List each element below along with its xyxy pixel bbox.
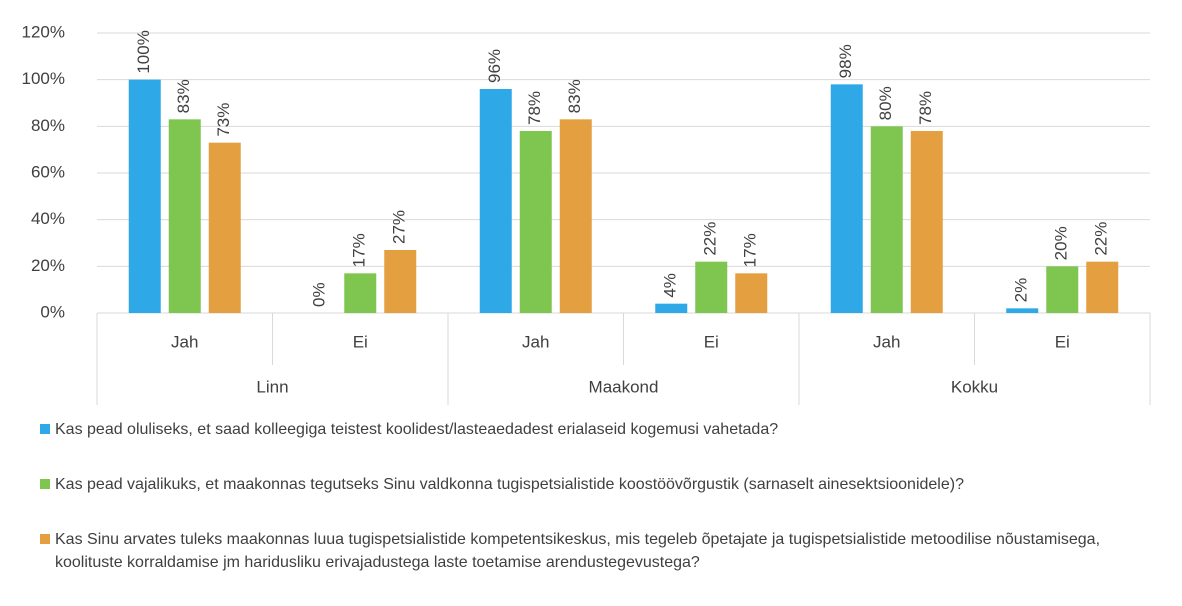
x-tick-label: Ei (1055, 332, 1070, 351)
bar (344, 273, 377, 313)
legend-swatch (40, 534, 50, 544)
page: {"chart_data": {"type": "bar", "categori… (21, 22, 1151, 571)
bar (168, 119, 201, 313)
bar (830, 84, 863, 313)
legend: Kas pead oluliseks, et saad kolleegiga t… (40, 418, 1160, 606)
x-tick-label: Jah (522, 332, 549, 351)
bar (1046, 266, 1079, 313)
data-label: 96% (485, 49, 504, 83)
data-label: 78% (525, 91, 544, 125)
data-label: 73% (214, 103, 233, 137)
data-label: 22% (701, 222, 720, 256)
y-tick-label: 60% (31, 162, 65, 181)
data-label: 83% (174, 79, 193, 113)
bar (208, 142, 241, 313)
y-tick-label: 120% (22, 22, 65, 41)
bar (1006, 308, 1039, 313)
data-label: 17% (350, 233, 369, 267)
data-label: 100% (134, 30, 153, 73)
bar (128, 79, 161, 314)
group-label: Maakond (589, 377, 659, 396)
bar (384, 250, 417, 313)
bar (695, 261, 728, 313)
data-label: 27% (390, 210, 409, 244)
data-label: 80% (876, 86, 895, 120)
legend-item: Kas pead oluliseks, et saad kolleegiga t… (40, 418, 1160, 441)
bar (870, 126, 903, 313)
x-tick-label: Ei (704, 332, 719, 351)
legend-label: Kas Sinu arvates tuleks maakonnas luua t… (55, 531, 1101, 571)
data-label: 0% (310, 282, 329, 307)
y-tick-label: 0% (40, 302, 65, 321)
y-tick-label: 40% (31, 209, 65, 228)
data-label: 20% (1052, 226, 1071, 260)
data-label: 83% (565, 79, 584, 113)
data-label: 2% (1012, 278, 1031, 303)
legend-label: Kas pead oluliseks, et saad kolleegiga t… (55, 421, 779, 438)
legend-label: Kas pead vajalikuks, et maakonnas teguts… (55, 476, 964, 493)
legend-item: Kas pead vajalikuks, et maakonnas teguts… (40, 473, 1160, 496)
legend-item: Kas Sinu arvates tuleks maakonnas luua t… (40, 528, 1160, 574)
legend-swatch (40, 479, 50, 489)
bar (655, 303, 688, 313)
data-label: 98% (836, 44, 855, 78)
bar (559, 119, 592, 313)
group-label: Linn (256, 377, 288, 396)
x-tick-label: Jah (873, 332, 900, 351)
x-tick-label: Jah (171, 332, 198, 351)
y-tick-label: 80% (31, 116, 65, 135)
bar (519, 131, 552, 313)
data-label: 78% (916, 91, 935, 125)
x-tick-label: Ei (353, 332, 368, 351)
bar (910, 131, 943, 313)
data-label: 17% (741, 233, 760, 267)
bar (479, 89, 512, 313)
data-label: 4% (661, 273, 680, 298)
group-label: Kokku (951, 377, 998, 396)
chart: 0% 20% 40% 60% 80% 100% 120% Jah Ei Jah Ei Jah Ei Lin… (22, 22, 1151, 405)
bar (735, 273, 768, 313)
y-tick-label: 20% (31, 256, 65, 275)
legend-swatch (40, 424, 50, 434)
y-tick-label: 100% (22, 69, 65, 88)
data-label: 22% (1092, 222, 1111, 256)
bar (1086, 261, 1119, 313)
